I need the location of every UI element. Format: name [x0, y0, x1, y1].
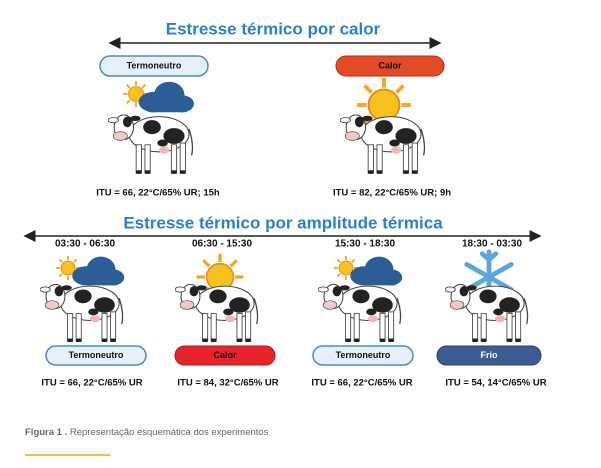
- badge-label: Termoneutro: [336, 350, 391, 360]
- caption-text: Representação esquemática dos experiment…: [70, 427, 269, 438]
- badge-label: Termoneutro: [127, 60, 182, 70]
- panel: Termoneutro ITU = 66, 22°C/65% UR; 15h: [96, 55, 220, 199]
- time-range: 18:30 - 03:30: [462, 239, 522, 250]
- badge: [99, 55, 209, 77]
- cloud-icon: [350, 256, 403, 286]
- badge: [436, 345, 542, 366]
- badge: [335, 55, 445, 77]
- caption: ITU = 66, 22°C/65% UR; 15h: [96, 188, 220, 199]
- cow-icon: [108, 114, 194, 175]
- section-title: Estresse térmico por amplitude térmica: [123, 213, 443, 232]
- caption: ITU = 54, 14°C/65% UR: [445, 378, 546, 389]
- badge-label: Frio: [481, 350, 499, 360]
- caption: ITU = 84, 32°C/65% UR: [177, 378, 278, 389]
- panel: 03:30 - 06:30 Termoneutro ITU = 66, 22°C…: [40, 239, 147, 389]
- caption: ITU = 66, 22°C/65% UR: [311, 378, 412, 389]
- badge: [174, 345, 276, 366]
- cloud-icon: [72, 256, 125, 286]
- badge-label: Calor: [378, 60, 402, 70]
- cow-icon: [445, 283, 529, 343]
- badge-label: Termoneutro: [69, 350, 124, 360]
- cow-icon: [318, 283, 402, 343]
- cow-icon: [175, 283, 259, 343]
- panel: 06:30 - 15:30 Calor ITU = 84, 32°C/65% U…: [174, 239, 279, 389]
- caption-label: Figura 1 .: [25, 427, 67, 438]
- caption: ITU = 66, 22°C/65% UR: [41, 378, 142, 389]
- badge: [45, 345, 147, 366]
- time-range: 06:30 - 15:30: [192, 239, 252, 250]
- caption: ITU = 82, 22°C/65% UR; 9h: [333, 188, 451, 199]
- panel: 18:30 - 03:30 Frio ITU = 54, 14°C/65% UR: [436, 239, 547, 389]
- cloud-icon: [138, 81, 194, 113]
- section-title: Estresse térmico por calor: [166, 19, 381, 38]
- badge: [312, 345, 414, 366]
- badge-label: Calor: [213, 350, 237, 360]
- panel: 15:30 - 18:30 Termoneutro ITU = 66, 22°C…: [311, 239, 414, 389]
- panel: Calor ITU = 82, 22°C/65% UR; 9h: [333, 55, 451, 199]
- figure-caption: Figura 1 . Representação esquemática dos…: [25, 427, 269, 438]
- time-range: 03:30 - 06:30: [55, 239, 115, 250]
- cow-icon: [40, 283, 124, 343]
- time-range: 15:30 - 18:30: [335, 239, 395, 250]
- cow-icon: [340, 114, 426, 175]
